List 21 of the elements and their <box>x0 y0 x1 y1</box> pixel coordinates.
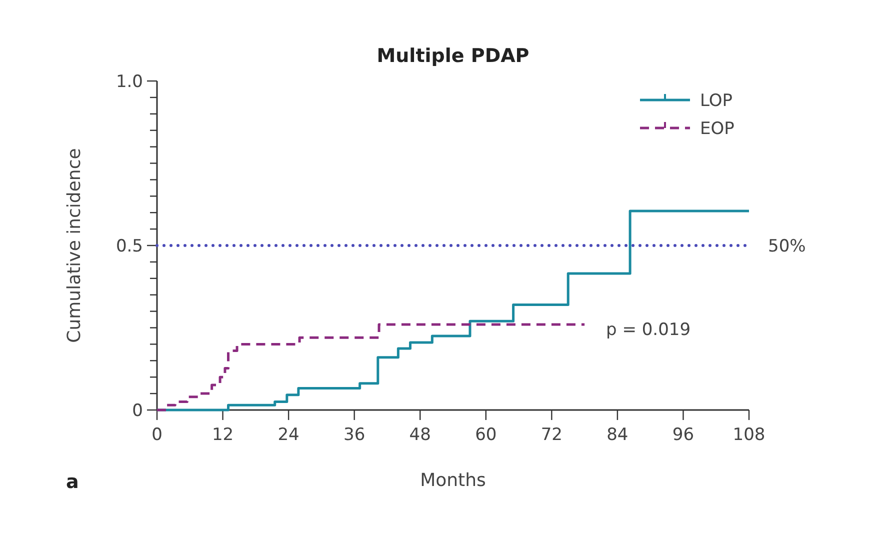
x-tick-label: 72 <box>540 425 562 445</box>
x-tick-label: 12 <box>212 425 234 445</box>
y-tick-label: 0.5 <box>116 236 143 256</box>
x-axis-title: Months <box>420 470 486 491</box>
y-axis-title: Cumulative incidence <box>64 148 85 343</box>
x-tick-label: 24 <box>278 425 300 445</box>
y-tick-label: 1.0 <box>116 72 143 92</box>
legend-label: LOP <box>700 90 732 111</box>
chart-title: Multiple PDAP <box>376 45 530 67</box>
x-tick-label: 60 <box>475 425 497 445</box>
x-tick-label: 108 <box>732 425 766 445</box>
x-tick-label: 36 <box>344 425 366 445</box>
x-tick-label: 0 <box>152 425 162 445</box>
text: a <box>66 471 79 493</box>
y-tick-label: 0 <box>132 400 143 421</box>
x-tick-label: 96 <box>672 425 694 445</box>
legend-label: EOP <box>700 118 734 139</box>
x-tick-label: 48 <box>409 425 431 445</box>
annotation: p = 0.019 <box>606 320 691 340</box>
ref-line-label: 50% <box>768 236 806 256</box>
x-tick-label: 84 <box>606 425 628 445</box>
